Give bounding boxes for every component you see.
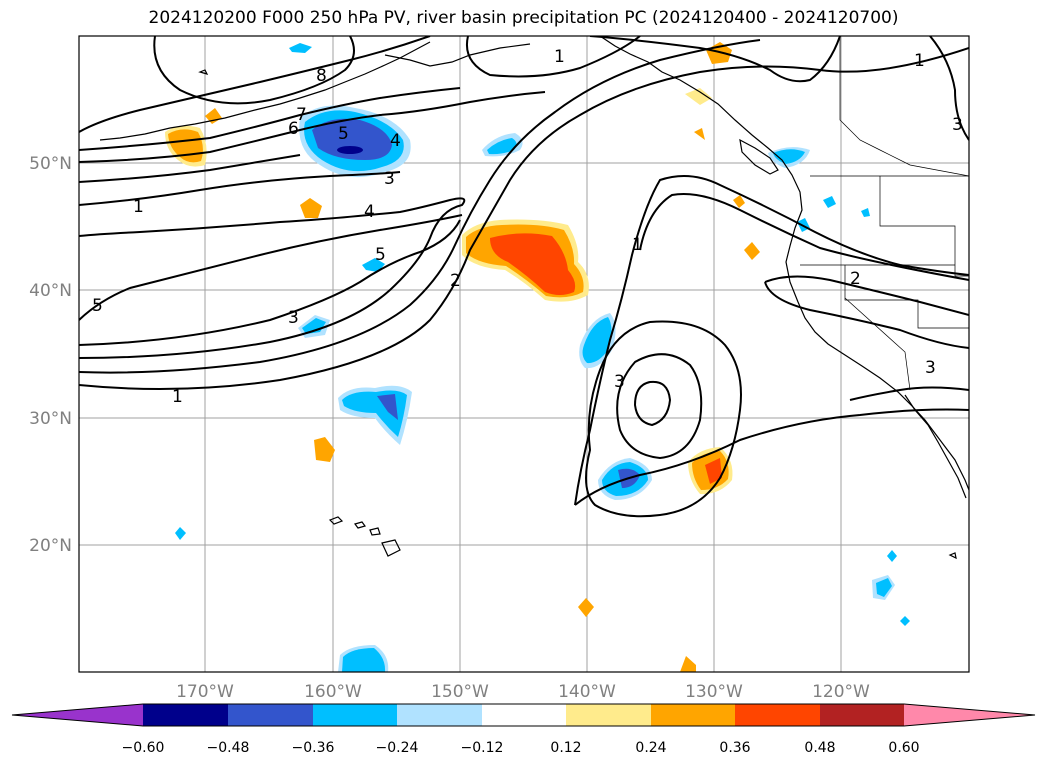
colorbar-outline [11, 703, 1036, 727]
colorbar-tick-label: −0.24 [376, 740, 419, 756]
colorbar-tick-label: −0.12 [461, 740, 504, 756]
lat-label-30n: 30°N [29, 409, 72, 429]
colorbar-tick-label: −0.36 [292, 740, 335, 756]
colorbar-segment [228, 704, 313, 726]
colorbar-tick-label: 0.48 [804, 740, 835, 756]
contour-label: 8 [316, 66, 327, 86]
lon-label-150w: 150°W [431, 682, 489, 702]
colorbar-segment [143, 704, 228, 726]
contour-label: 6 [288, 119, 299, 139]
colorbar-segment [12, 704, 143, 726]
contour-label: 5 [92, 296, 103, 316]
contour-label: 1 [914, 51, 925, 71]
colorbar-tick-label: 0.24 [635, 740, 666, 756]
map-frame [78, 35, 970, 673]
contour-label: 5 [338, 124, 349, 144]
contour-label: 1 [133, 197, 144, 217]
lon-label-160w: 160°W [304, 682, 362, 702]
map-title: 2024120200 F000 250 hPa PV, river basin … [148, 8, 899, 28]
colorbar-tick-label: 0.12 [550, 740, 581, 756]
colorbar-tick-label: 0.36 [719, 740, 750, 756]
lon-label-120w: 120°W [812, 682, 870, 702]
colorbar-segment [566, 704, 651, 726]
political-borders [800, 36, 969, 391]
colorbar-tick-label: 0.60 [888, 740, 919, 756]
colorbar: −0.60 −0.48 −0.36 −0.24 −0.12 0.12 0.24 … [11, 703, 1036, 756]
contour-label: 3 [288, 308, 299, 328]
colorbar-segment [904, 704, 1035, 726]
longitude-labels: 170°W 160°W 150°W 140°W 130°W 120°W [176, 682, 870, 702]
map-area [79, 36, 969, 672]
contour-label: 3 [925, 358, 936, 378]
lon-label-130w: 130°W [685, 682, 743, 702]
contour-label: 1 [632, 235, 643, 255]
colorbar-tick-label: −0.60 [122, 740, 165, 756]
contour-label: 4 [390, 131, 401, 151]
contour-label: 2 [850, 269, 861, 289]
lon-label-140w: 140°W [558, 682, 616, 702]
latitude-labels: 50°N 40°N 30°N 20°N [29, 154, 72, 556]
lon-label-170w: 170°W [176, 682, 234, 702]
colorbar-segment [735, 704, 820, 726]
contour-label: 3 [384, 169, 395, 189]
colorbar-segment [313, 704, 397, 726]
lat-label-40n: 40°N [29, 281, 72, 301]
colorbar-tick-label: −0.48 [207, 740, 250, 756]
contour-label: 3 [952, 115, 963, 135]
gridlines [79, 36, 969, 672]
contour-label: 5 [375, 245, 386, 265]
contour-label: 4 [364, 202, 375, 222]
precipitation-shading [165, 42, 910, 672]
coastlines [99, 36, 969, 560]
colorbar-segment [651, 704, 735, 726]
contour-label: 1 [554, 47, 565, 67]
colorbar-segment [397, 704, 482, 726]
colorbar-segment [820, 704, 904, 726]
contour-label: 1 [172, 387, 183, 407]
contour-labels: 8 1 7 6 5 4 3 4 5 2 1 3 3 1 5 3 1 2 3 1 [92, 47, 963, 407]
contour-label: 7 [296, 105, 307, 125]
colorbar-segment [482, 704, 566, 726]
lat-label-20n: 20°N [29, 536, 72, 556]
lat-label-50n: 50°N [29, 154, 72, 174]
pv-contours [79, 36, 969, 518]
contour-label: 3 [614, 372, 625, 392]
contour-label: 2 [450, 271, 461, 291]
